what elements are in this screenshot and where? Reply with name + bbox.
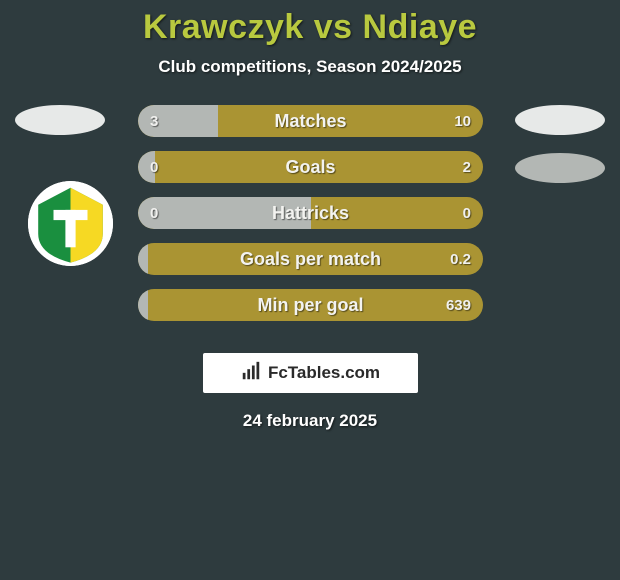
stat-name: Goals per match xyxy=(138,243,483,275)
club-logo-left: T xyxy=(28,181,113,266)
player-left-badge xyxy=(15,105,105,135)
bar-chart-icon xyxy=(240,360,262,387)
stat-bar: Min per goal639 xyxy=(138,289,483,321)
stat-value-right: 2 xyxy=(463,151,471,183)
comparison-card: Krawczyk vs Ndiaye Club competitions, Se… xyxy=(0,0,620,431)
stat-value-right: 10 xyxy=(454,105,471,137)
watermark-text: FcTables.com xyxy=(268,363,380,383)
stat-value-right: 0 xyxy=(463,197,471,229)
stat-name: Matches xyxy=(138,105,483,137)
stats-area: T Matches310Goals02Hattricks00Goals per … xyxy=(0,105,620,345)
stat-value-left: 0 xyxy=(150,197,158,229)
stat-value-left: 3 xyxy=(150,105,158,137)
stat-bar: Goals per match0.2 xyxy=(138,243,483,275)
date-label: 24 february 2025 xyxy=(0,411,620,431)
page-title: Krawczyk vs Ndiaye xyxy=(0,8,620,47)
player-right-badge xyxy=(515,105,605,135)
stat-bar: Goals0 2 xyxy=(138,151,483,183)
stat-name: Goals xyxy=(138,151,483,183)
stat-bars: Matches310Goals02Hattricks00Goals per ma… xyxy=(138,105,483,335)
subtitle: Club competitions, Season 2024/2025 xyxy=(0,57,620,77)
stat-name: Min per goal xyxy=(138,289,483,321)
stat-value-left: 0 xyxy=(150,151,158,183)
stat-value-right: 639 xyxy=(446,289,471,321)
stat-name: Hattricks xyxy=(138,197,483,229)
stat-bar: Matches3 10 xyxy=(138,105,483,137)
stat-bar: Hattricks0 0 xyxy=(138,197,483,229)
player-right-badge-2 xyxy=(515,153,605,183)
watermark: FcTables.com xyxy=(203,353,418,393)
stat-value-right: 0.2 xyxy=(450,243,471,275)
